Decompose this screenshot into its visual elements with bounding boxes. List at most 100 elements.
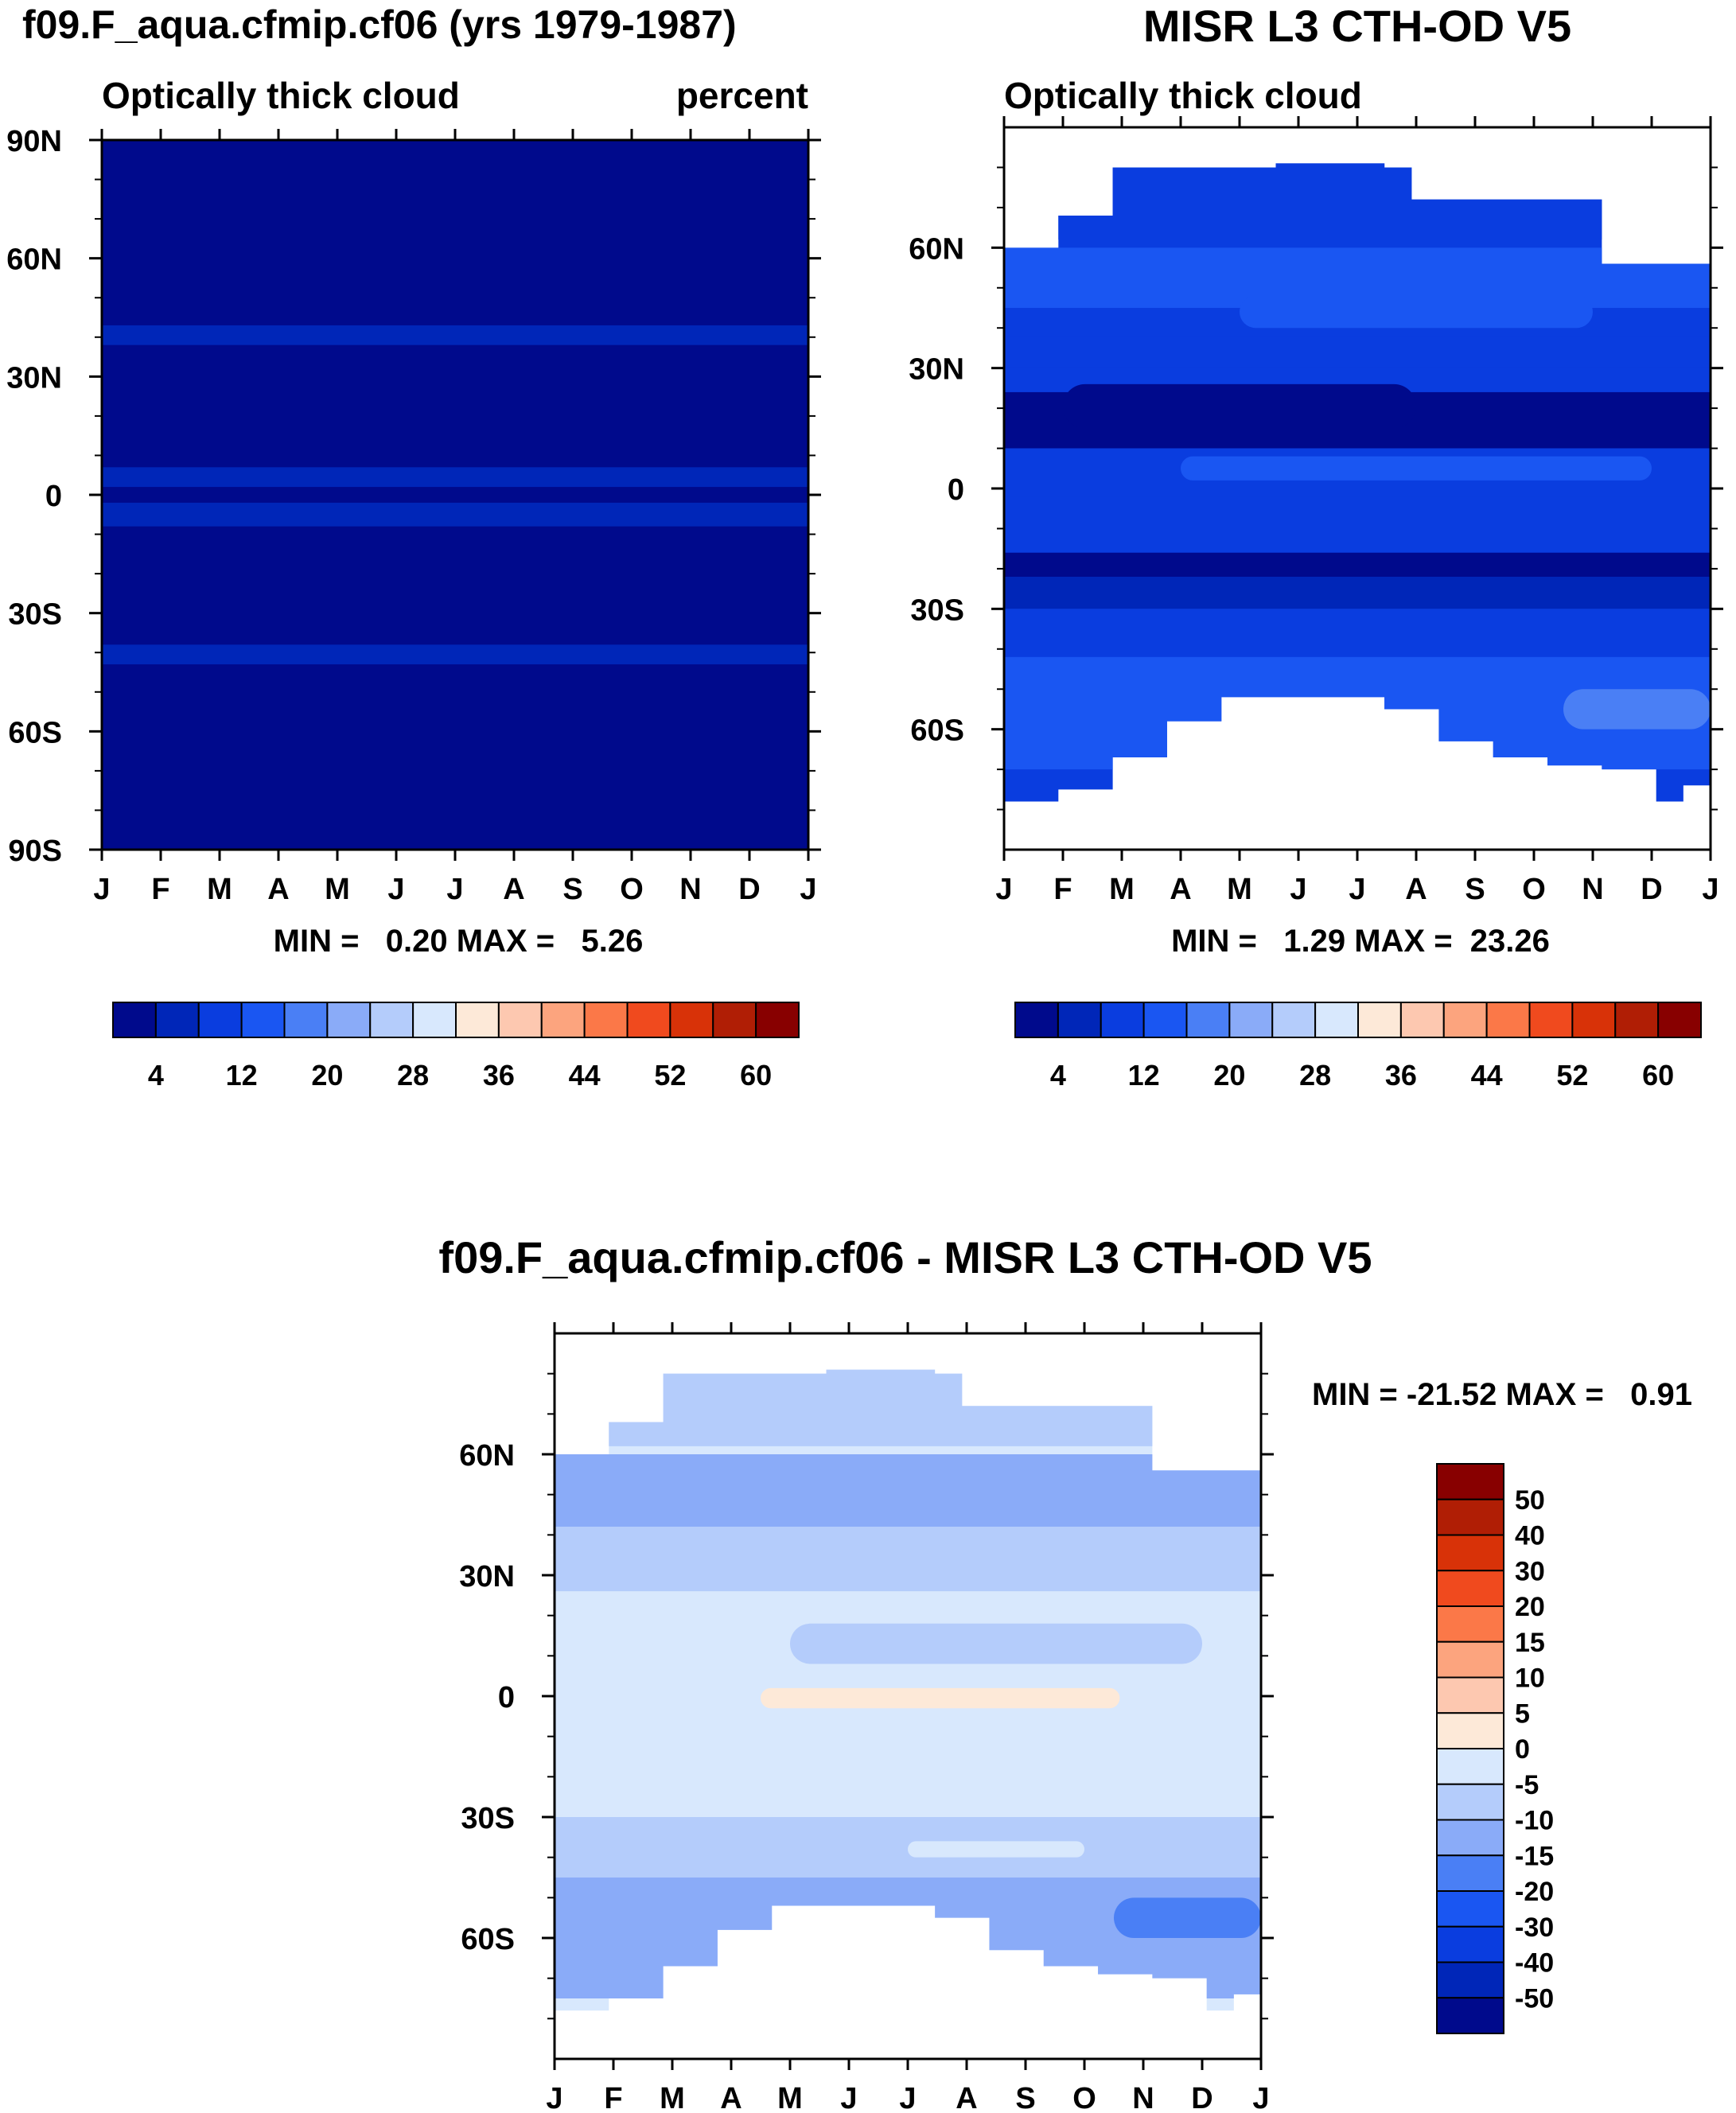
colorbar-label: 40: [1515, 1521, 1545, 1551]
colorbar-label: 30: [1515, 1556, 1545, 1586]
contour-band: [1114, 1897, 1261, 1938]
colorbar-box: [1436, 1854, 1504, 1892]
contour-band: [1004, 163, 1711, 240]
colorbar-box: [1571, 1002, 1617, 1038]
colorbar-box: [1436, 1498, 1504, 1536]
colorbar-label: 4: [148, 1059, 164, 1092]
panel-model-units: percent: [676, 75, 808, 116]
contour-band: [1563, 689, 1711, 730]
colorbar-box: [1436, 1534, 1504, 1572]
colorbar-label: 15: [1515, 1628, 1545, 1658]
x-tick-label: J: [1252, 2082, 1269, 2113]
colorbar-label: 50: [1515, 1485, 1545, 1516]
colorbar-box: [455, 1002, 500, 1038]
colorbar-box: [1436, 1605, 1504, 1643]
colorbar-label: -30: [1515, 1913, 1554, 1943]
x-tick-label: M: [207, 873, 232, 906]
x-tick-label: J: [899, 2082, 916, 2113]
colorbar-box: [1436, 1640, 1504, 1679]
y-tick-label: 60S: [461, 1923, 515, 1956]
y-tick-label: 30S: [461, 1802, 515, 1835]
colorbar-box: [240, 1002, 286, 1038]
colorbar-label: 20: [311, 1059, 343, 1092]
colorbar-box: [1436, 1712, 1504, 1749]
x-tick-label: M: [325, 873, 350, 906]
colorbar-label: -50: [1515, 1983, 1554, 2014]
colorbar-box: [283, 1002, 329, 1038]
colorbar-label: 28: [1299, 1059, 1331, 1092]
contour-band: [102, 644, 808, 665]
x-tick-label: M: [1109, 873, 1135, 906]
panel-obs-title: MISR L3 CTH-OD V5: [1143, 1, 1571, 51]
panel-diff: f09.F_aqua.cfmip.cf06 - MISR L3 CTH-OD V…: [438, 1232, 1692, 2113]
colorbar-label: 52: [654, 1059, 686, 1092]
colorbar-label: 4: [1050, 1059, 1066, 1092]
y-tick-label: 90N: [6, 125, 62, 158]
x-tick-label: A: [503, 873, 524, 906]
panel-obs-stats: MIN = 1.29 MAX = 23.26: [1171, 924, 1550, 959]
colorbar-box: [112, 1002, 157, 1038]
colorbar-box: [1314, 1002, 1359, 1038]
panel-diff-title: f09.F_aqua.cfmip.cf06 - MISR L3 CTH-OD V…: [438, 1232, 1372, 1282]
colorbar-box: [1436, 1819, 1504, 1857]
colorbar-label: -20: [1515, 1877, 1554, 1907]
colorbar-box: [626, 1002, 671, 1038]
y-tick-label: 30N: [909, 353, 964, 387]
x-tick-label: S: [1465, 873, 1485, 906]
contour-band: [102, 467, 808, 488]
x-tick-label: J: [1349, 873, 1365, 906]
x-tick-label: N: [679, 873, 701, 906]
colorbar-box: [712, 1002, 757, 1038]
colorbar-label: 60: [1642, 1059, 1674, 1092]
x-tick-label: S: [562, 873, 582, 906]
y-tick-label: 30N: [459, 1560, 515, 1594]
colorbar-box: [412, 1002, 457, 1038]
x-tick-label: N: [1582, 873, 1603, 906]
y-tick-label: 60S: [8, 716, 62, 749]
colorbar-box: [1399, 1002, 1445, 1038]
colorbar-box: [1436, 1961, 1504, 1999]
colorbar-box: [1436, 1890, 1504, 1928]
colorbar-box: [1657, 1002, 1702, 1038]
field-background: [102, 140, 808, 850]
colorbar-box: [197, 1002, 243, 1038]
contour-band: [790, 1623, 1202, 1664]
colorbar-box: [1485, 1002, 1531, 1038]
colorbar-box: [1014, 1002, 1059, 1038]
colorbar-label: 20: [1213, 1059, 1245, 1092]
contour-band: [1063, 383, 1416, 429]
colorbar-label: 28: [397, 1059, 429, 1092]
colorbar-box: [1436, 1676, 1504, 1714]
field-obs: [1004, 163, 1711, 802]
colorbar-label: 52: [1556, 1059, 1588, 1092]
colorbar-label: 0: [1515, 1734, 1530, 1765]
colorbar-box: [583, 1002, 629, 1038]
x-tick-label: A: [267, 873, 289, 906]
colorbar-label: 10: [1515, 1664, 1545, 1694]
colorbar-label: 36: [483, 1059, 515, 1092]
contour-band: [1004, 552, 1711, 577]
colorbar-label: -40: [1515, 1948, 1554, 1979]
contour-band: [1240, 295, 1593, 329]
colorbar-box: [1436, 1997, 1504, 2034]
contour-band: [1004, 576, 1711, 609]
x-tick-label: F: [1053, 873, 1072, 906]
colorbar-box: [1057, 1002, 1102, 1038]
x-tick-label: A: [956, 2082, 977, 2113]
field-diff: [555, 1369, 1261, 2011]
colorbar-box: [369, 1002, 415, 1038]
x-tick-label: J: [546, 2082, 562, 2113]
colorbar-box: [1436, 1748, 1504, 1785]
contour-band: [1004, 336, 1711, 368]
y-tick-label: 60N: [6, 243, 62, 277]
colorbar-box: [1100, 1002, 1145, 1038]
x-tick-label: A: [1405, 873, 1427, 906]
x-tick-label: J: [1702, 873, 1718, 906]
colorbar-box: [326, 1002, 372, 1038]
plot-diff: J F M A M J J A S O N D J 60N 30N 0 30S 60S: [459, 1322, 1274, 2113]
contour-band: [1181, 456, 1652, 481]
contour-band: [102, 502, 808, 527]
y-tick-label: 0: [498, 1681, 515, 1714]
x-tick-label: M: [777, 2082, 803, 2113]
contour-band: [555, 1454, 1261, 1527]
